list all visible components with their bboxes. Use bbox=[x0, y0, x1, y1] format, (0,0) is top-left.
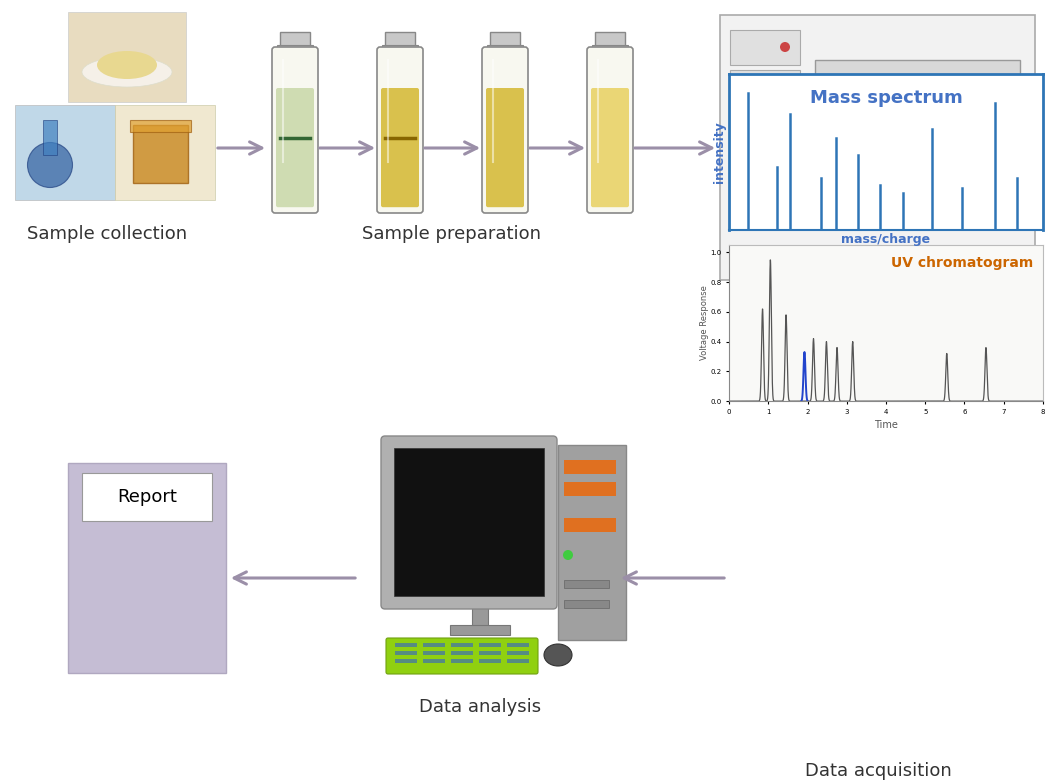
Bar bbox=[130, 120, 191, 132]
Bar bbox=[730, 70, 800, 105]
Bar bbox=[82, 473, 212, 521]
Bar bbox=[423, 659, 445, 663]
Bar bbox=[277, 45, 313, 51]
Bar bbox=[451, 659, 473, 663]
Bar bbox=[595, 32, 625, 52]
Bar bbox=[395, 643, 417, 647]
FancyBboxPatch shape bbox=[386, 638, 538, 674]
Bar bbox=[564, 460, 615, 474]
Bar bbox=[395, 651, 417, 655]
Text: Data analysis: Data analysis bbox=[419, 698, 541, 716]
Bar bbox=[479, 659, 501, 663]
X-axis label: Time: Time bbox=[874, 421, 898, 430]
FancyBboxPatch shape bbox=[591, 88, 629, 207]
Circle shape bbox=[780, 82, 790, 92]
Bar bbox=[830, 75, 905, 130]
Circle shape bbox=[780, 122, 790, 132]
Bar bbox=[423, 643, 445, 647]
Bar bbox=[450, 625, 510, 635]
Bar bbox=[451, 651, 473, 655]
Bar bbox=[507, 643, 529, 647]
Bar bbox=[487, 45, 523, 51]
Bar bbox=[115, 105, 215, 200]
Y-axis label: Voltage Response: Voltage Response bbox=[699, 285, 709, 361]
Text: LC-MS analysis: LC-MS analysis bbox=[810, 295, 944, 313]
Text: Report: Report bbox=[117, 488, 176, 506]
Text: UV chromatogram: UV chromatogram bbox=[891, 256, 1033, 270]
Bar bbox=[423, 651, 445, 655]
Bar bbox=[919, 80, 1005, 210]
Bar bbox=[564, 482, 615, 496]
Bar bbox=[507, 659, 529, 663]
Bar bbox=[730, 150, 800, 185]
FancyBboxPatch shape bbox=[486, 88, 524, 207]
FancyBboxPatch shape bbox=[381, 436, 557, 609]
Bar bbox=[68, 463, 226, 673]
Bar bbox=[479, 651, 501, 655]
Circle shape bbox=[780, 202, 790, 212]
Bar bbox=[720, 15, 1035, 280]
Bar bbox=[385, 32, 415, 52]
Bar bbox=[592, 45, 628, 51]
Bar bbox=[395, 659, 417, 663]
Text: Mass spectrum: Mass spectrum bbox=[810, 89, 962, 107]
Bar bbox=[490, 32, 520, 52]
Bar bbox=[730, 30, 800, 65]
Ellipse shape bbox=[28, 142, 72, 188]
Ellipse shape bbox=[97, 51, 157, 79]
Bar bbox=[382, 45, 418, 51]
Bar bbox=[280, 32, 310, 52]
Circle shape bbox=[780, 162, 790, 172]
FancyBboxPatch shape bbox=[381, 88, 419, 207]
Text: Sample collection: Sample collection bbox=[27, 225, 187, 243]
Text: Sample preparation: Sample preparation bbox=[362, 225, 541, 243]
Circle shape bbox=[780, 42, 790, 52]
Y-axis label: intensity: intensity bbox=[713, 121, 726, 182]
Bar bbox=[815, 60, 1020, 225]
FancyBboxPatch shape bbox=[587, 47, 632, 213]
X-axis label: mass/charge: mass/charge bbox=[842, 233, 930, 246]
Bar bbox=[479, 643, 501, 647]
Bar bbox=[564, 580, 609, 588]
Bar bbox=[451, 643, 473, 647]
Bar bbox=[43, 120, 57, 155]
Ellipse shape bbox=[82, 57, 172, 87]
Bar bbox=[730, 110, 800, 145]
Bar bbox=[564, 600, 609, 608]
Circle shape bbox=[563, 550, 573, 560]
Ellipse shape bbox=[544, 644, 572, 666]
FancyBboxPatch shape bbox=[272, 47, 318, 213]
Bar bbox=[564, 518, 615, 532]
Bar bbox=[507, 651, 529, 655]
FancyBboxPatch shape bbox=[377, 47, 423, 213]
Bar bbox=[15, 105, 115, 200]
FancyBboxPatch shape bbox=[276, 88, 314, 207]
Bar bbox=[68, 12, 186, 102]
Bar bbox=[558, 445, 626, 640]
Bar bbox=[472, 608, 488, 628]
Bar bbox=[730, 190, 800, 225]
Bar bbox=[394, 448, 544, 596]
FancyBboxPatch shape bbox=[482, 47, 528, 213]
Bar bbox=[133, 125, 188, 183]
Text: Data acquisition: Data acquisition bbox=[805, 762, 951, 780]
